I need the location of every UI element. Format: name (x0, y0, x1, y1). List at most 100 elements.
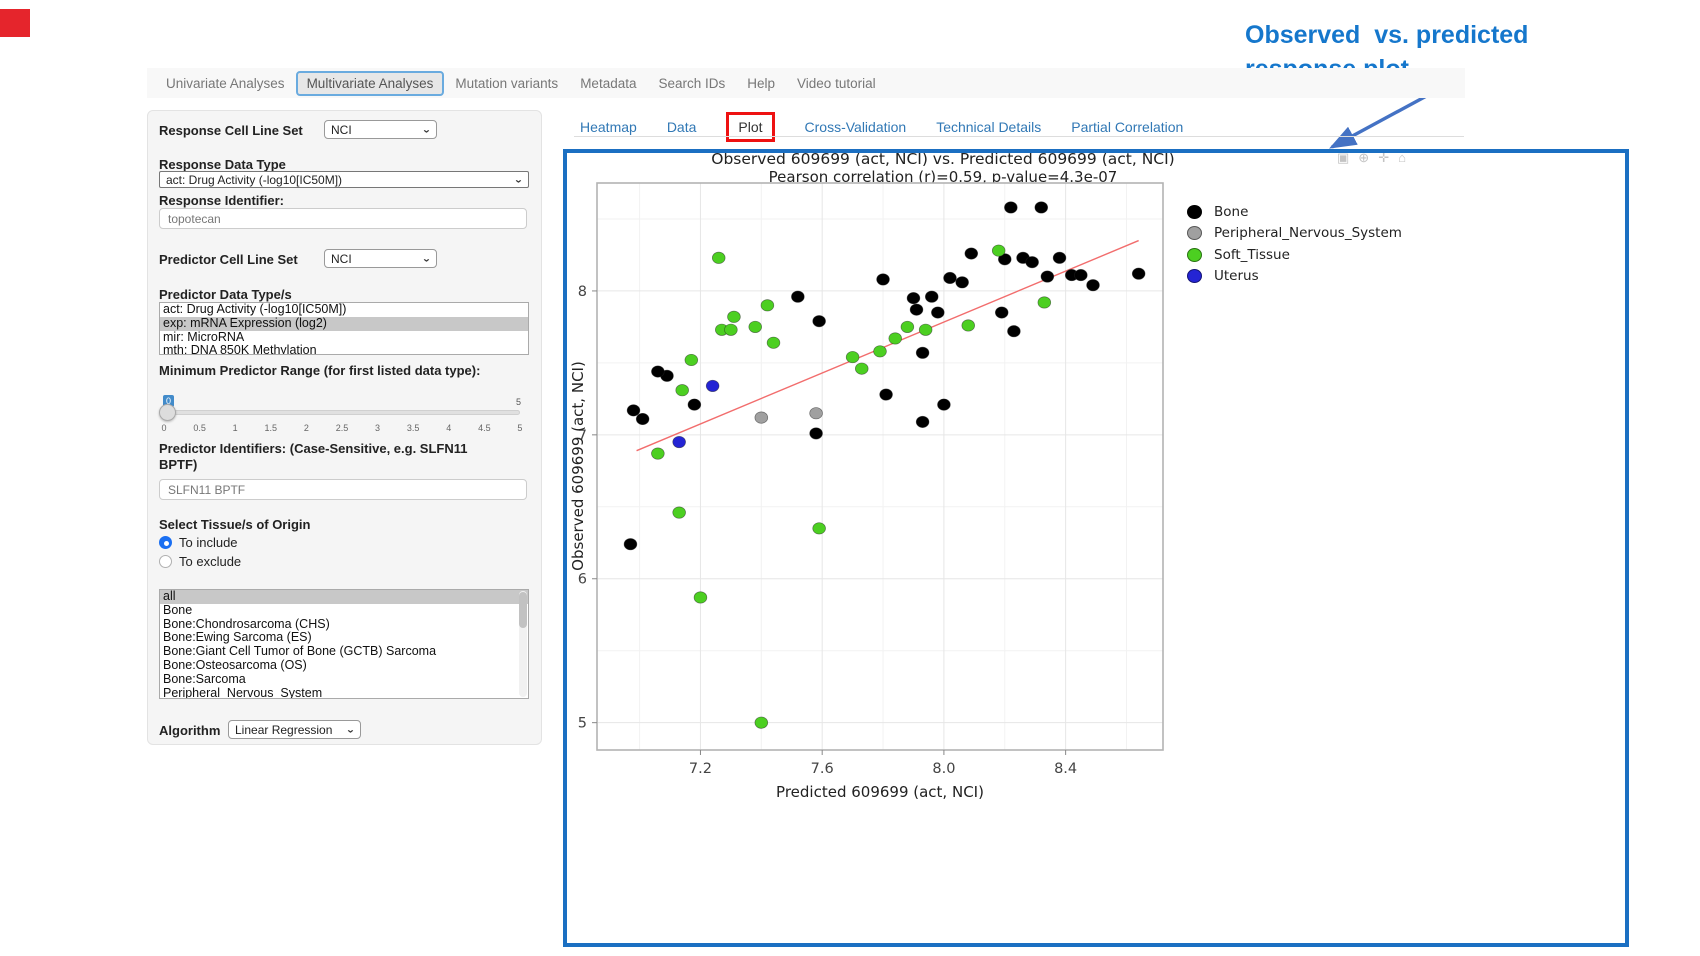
list-option[interactable]: Peripheral_Nervous_System (163, 686, 323, 699)
scatter-point-bone (955, 276, 969, 289)
predictor-identifiers-input[interactable] (159, 479, 527, 500)
scatter-point-peripheral_nervous_system (809, 407, 823, 420)
predictor-cell-line-set-value: NCI (331, 251, 352, 266)
scatter-point-soft_tissue (766, 336, 781, 349)
tab-technical-details[interactable]: Technical Details (936, 119, 1042, 135)
scatter-point-bone (791, 290, 805, 303)
radio-button-icon[interactable] (159, 555, 172, 568)
algorithm-select[interactable]: Linear Regression ⌄ (228, 720, 361, 739)
scatter-point-bone (651, 365, 665, 378)
scatter-point-bone (1004, 201, 1018, 214)
nav-item-search-ids[interactable]: Search IDs (658, 75, 726, 91)
nav-item-multivariate-analyses[interactable]: Multivariate Analyses (295, 70, 445, 96)
scatter-point-soft_tissue (727, 310, 741, 323)
list-option[interactable]: all (160, 590, 528, 604)
slider-tick-label: 1 (232, 423, 238, 433)
list-option[interactable]: Bone:Chondrosarcoma (CHS) (163, 617, 330, 631)
min-predictor-range-slider[interactable] (162, 410, 520, 415)
nav-item-univariate-analyses[interactable]: Univariate Analyses (166, 75, 285, 91)
nav-item-mutation-variants[interactable]: Mutation variants (455, 75, 559, 91)
sidebar-panel: Response Cell Line Set NCI ⌄ Response Dat… (147, 110, 542, 745)
pan-icon[interactable]: ✛ (1378, 150, 1390, 165)
scatter-point-bone (879, 388, 893, 401)
annotation-arrow-icon (1329, 91, 1433, 149)
slider-handle[interactable] (159, 404, 176, 421)
nav-item-help[interactable]: Help (747, 75, 776, 91)
x-tick-label: 8.4 (1054, 761, 1077, 777)
list-option[interactable]: act: Drug Activity (-log10[IC50M]) (163, 303, 347, 316)
list-option[interactable]: Bone (163, 603, 193, 617)
algorithm-value: Linear Regression (235, 722, 333, 737)
list-option[interactable]: Bone:Osteosarcoma (OS) (163, 658, 307, 672)
radio-to-exclude[interactable]: To exclude (159, 554, 241, 569)
radio-button-icon[interactable] (159, 536, 172, 549)
top-navbar: Univariate Analyses Multivariate Analyses… (147, 68, 1465, 98)
legend-item-peripheral_nervous_system[interactable]: Peripheral_Nervous_System (1187, 223, 1402, 245)
scatter-point-bone (994, 306, 1009, 319)
slide-corner-mark (0, 9, 30, 37)
list-option[interactable]: Bone:Giant Cell Tumor of Bone (GCTB) Sar… (163, 645, 437, 659)
list-option[interactable]: Bone:Sarcoma (163, 672, 246, 686)
tab-partial-correlation[interactable]: Partial Correlation (1071, 119, 1184, 135)
radio-label: To exclude (179, 554, 242, 569)
predictor-data-types-label: Predictor Data Type/s (159, 287, 292, 302)
scatter-point-bone (623, 538, 638, 551)
scrollbar-thumb[interactable] (519, 592, 527, 628)
scatter-plot: 7.2 7.6 8.0 8.4 5 6 7 8 (578, 182, 1164, 777)
nav-item-metadata[interactable]: Metadata (580, 75, 637, 91)
zoom-icon[interactable]: ⊕ (1358, 150, 1370, 165)
plot-subtitle: Pearson correlation (r)=0.59, p-value=4.… (768, 168, 1118, 186)
tab-cross-validation[interactable]: Cross-Validation (804, 119, 907, 135)
scatter-point-bone (924, 290, 939, 303)
regression-line (636, 239, 1139, 452)
plot-panel (597, 183, 1163, 750)
tab-data[interactable]: Data (666, 119, 697, 135)
radio-to-include[interactable]: To include (159, 535, 238, 550)
x-tick-label: 7.2 (689, 761, 712, 777)
legend-item-uterus[interactable]: Uterus (1187, 266, 1402, 288)
scatter-point-soft_tissue (711, 251, 726, 264)
response-cell-line-set-select[interactable]: NCI ⌄ (324, 120, 437, 139)
scatter-point-bone (998, 253, 1012, 266)
algorithm-label: Algorithm (159, 723, 221, 738)
scatter-point-bone (1074, 269, 1088, 282)
legend-label: Soft_Tissue (1214, 246, 1290, 263)
camera-icon[interactable]: ▣ (1337, 150, 1350, 165)
x-tick-label: 7.6 (811, 761, 834, 777)
response-identifier-input[interactable] (159, 208, 527, 229)
scatter-point-bone (1007, 325, 1021, 338)
nav-item-video-tutorial[interactable]: Video tutorial (797, 75, 876, 91)
slider-tick-label: 2 (303, 423, 309, 433)
legend-item-soft_tissue[interactable]: Soft_Tissue (1187, 244, 1402, 266)
scatter-point-soft_tissue (873, 345, 887, 358)
response-data-type-select[interactable]: act: Drug Activity (-log10[IC50M]) ⌄ (159, 171, 529, 188)
scatter-point-soft_tissue (684, 353, 699, 367)
annotation-line1: Observed vs. predicted (1245, 21, 1529, 49)
legend-item-bone[interactable]: Bone (1187, 201, 1402, 223)
slider-tick-label: 5 (517, 423, 523, 433)
scatter-point-bone (1034, 201, 1049, 214)
scatter-point-soft_tissue (754, 716, 769, 729)
scatter-point-uterus (672, 435, 686, 449)
plot-title: Observed 609699 (act, NCI) vs. Predicted… (711, 150, 1175, 168)
scatter-point-soft_tissue (900, 320, 915, 333)
scatter-point-soft_tissue (812, 522, 826, 535)
plot-legend: Bone Peripheral_Nervous_System Soft_Tissue… (1187, 201, 1402, 287)
list-option[interactable]: exp: mRNA Expression (log2) (160, 316, 528, 331)
predictor-cell-line-set-label: Predictor Cell Line Set (159, 252, 298, 267)
tab-heatmap[interactable]: Heatmap (580, 119, 637, 135)
scatter-point-soft_tissue (672, 506, 686, 519)
slider-tick-label: 0.5 (193, 423, 206, 433)
list-option[interactable]: Bone:Ewing Sarcoma (ES) (163, 631, 312, 645)
scatter-point-soft_tissue (760, 299, 775, 312)
chevron-down-icon: ⌄ (421, 254, 431, 264)
list-option[interactable]: mth: DNA 850K Methylation (163, 344, 317, 355)
predictor-cell-line-set-select[interactable]: NCI ⌄ (324, 249, 437, 268)
list-option[interactable]: mir: MicroRNA (163, 330, 245, 344)
scatter-point-soft_tissue (918, 323, 933, 336)
listbox-scrollbar[interactable] (519, 591, 527, 697)
chevron-down-icon: ⌄ (513, 175, 523, 185)
slider-tick-label: 4.5 (478, 423, 491, 433)
tab-plot[interactable]: Plot (726, 112, 775, 142)
home-icon[interactable]: ⌂ (1398, 150, 1406, 165)
